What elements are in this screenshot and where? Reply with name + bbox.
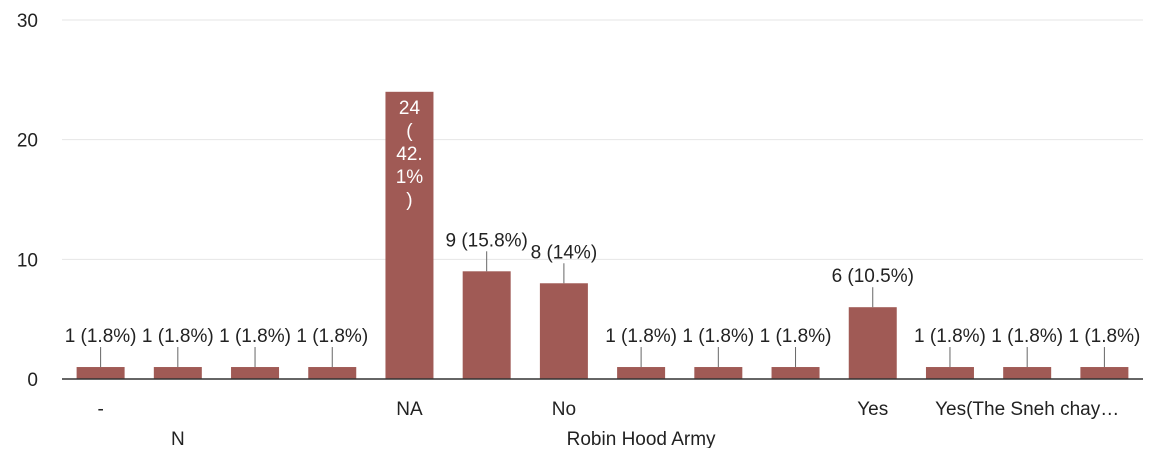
x-axis-ticks: - N NA No Robin Hood Army Yes Yes(The Sneh cha… xyxy=(97,399,1119,450)
data-label: 1 (1.8%) xyxy=(142,326,214,347)
y-tick-label: 0 xyxy=(27,370,38,391)
x-tick-label: - xyxy=(97,399,103,420)
bar[interactable] xyxy=(462,271,511,379)
bar[interactable] xyxy=(76,367,125,379)
data-label-line: 42. xyxy=(396,144,422,165)
data-label-line: ) xyxy=(406,190,412,211)
data-label: 1 (1.8%) xyxy=(65,326,137,347)
x-tick-label: NA xyxy=(396,399,423,420)
x-tick-label: Yes xyxy=(857,399,888,420)
data-label: 6 (10.5%) xyxy=(832,266,914,287)
bar[interactable] xyxy=(1003,367,1052,379)
data-label: 1 (1.8%) xyxy=(219,326,291,347)
x-tick-label: No xyxy=(552,399,576,420)
bar[interactable] xyxy=(231,367,280,379)
y-tick-label: 30 xyxy=(17,11,38,32)
y-tick-label: 10 xyxy=(17,250,38,271)
data-label-line: 24 xyxy=(399,98,421,119)
data-label: 1 (1.8%) xyxy=(605,326,677,347)
y-axis-ticks: 0 10 20 30 xyxy=(17,11,38,391)
y-tick-label: 20 xyxy=(17,131,38,152)
bar[interactable] xyxy=(925,367,974,379)
data-label: 1 (1.8%) xyxy=(682,326,754,347)
bar[interactable] xyxy=(308,367,357,379)
data-label: 8 (14%) xyxy=(531,242,598,263)
bar[interactable] xyxy=(153,367,202,379)
data-labels: 1 (1.8%) 1 (1.8%) 1 (1.8%) 1 (1.8%)24(42. 1%… xyxy=(65,98,1141,347)
data-label: 9 (15.8%) xyxy=(445,230,527,251)
x-tick-label: N xyxy=(171,429,185,448)
data-label: 1 (1.8%) xyxy=(296,326,368,347)
bar[interactable] xyxy=(848,307,897,379)
bar[interactable] xyxy=(539,283,588,379)
bar[interactable] xyxy=(617,367,666,379)
data-label-line: 1% xyxy=(396,167,424,188)
bar[interactable] xyxy=(1080,367,1129,379)
data-label: 1 (1.8%) xyxy=(914,326,986,347)
data-label: 24(42. 1%) xyxy=(396,98,424,211)
bar[interactable] xyxy=(771,367,820,379)
data-label: 1 (1.8%) xyxy=(1068,326,1140,347)
x-tick-label: Robin Hood Army xyxy=(567,429,716,448)
bar[interactable] xyxy=(385,91,434,380)
label-leader-lines xyxy=(100,251,1105,368)
x-tick-label: Yes(The Sneh chay… xyxy=(935,399,1119,420)
data-label: 1 (1.8%) xyxy=(991,326,1063,347)
data-label: 1 (1.8%) xyxy=(760,326,832,347)
bars xyxy=(76,91,1129,380)
bar[interactable] xyxy=(694,367,743,379)
gridlines xyxy=(62,19,1143,260)
data-label-line: ( xyxy=(406,121,413,142)
